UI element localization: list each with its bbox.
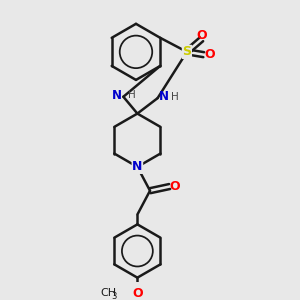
Text: N: N xyxy=(159,90,169,103)
Text: O: O xyxy=(204,48,215,61)
Text: O: O xyxy=(196,28,207,41)
Text: H: H xyxy=(171,92,179,102)
Text: N: N xyxy=(132,160,142,173)
Text: 3: 3 xyxy=(111,292,116,300)
Text: O: O xyxy=(132,286,143,300)
Text: N: N xyxy=(112,89,122,102)
Text: O: O xyxy=(169,180,180,193)
Text: S: S xyxy=(182,45,191,58)
Text: CH: CH xyxy=(100,288,116,298)
Text: H: H xyxy=(128,90,136,100)
